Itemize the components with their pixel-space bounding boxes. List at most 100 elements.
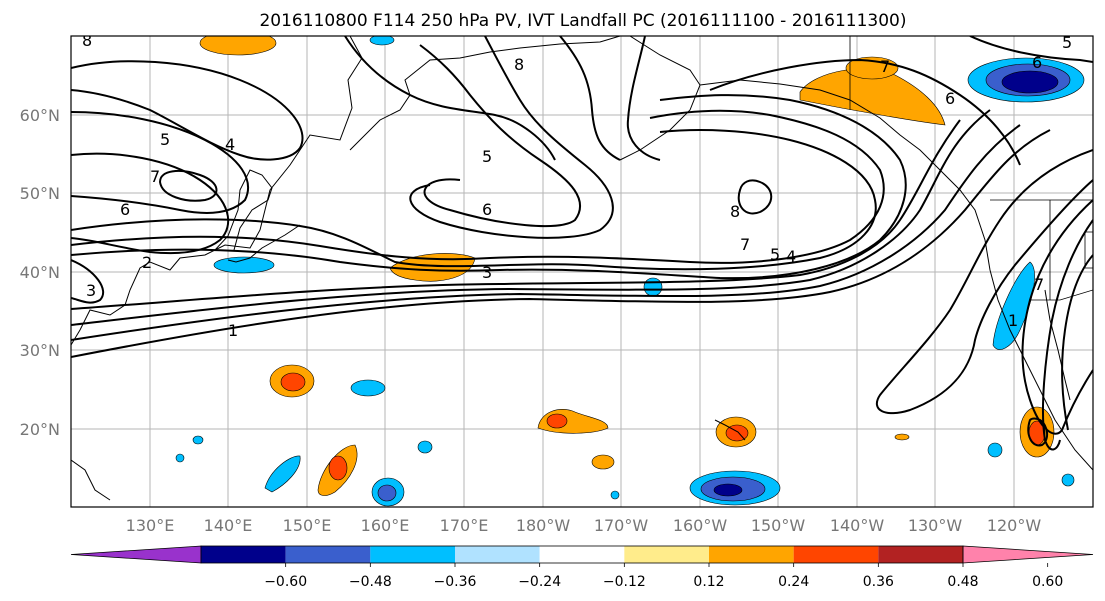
figure-title: 2016110800 F114 250 hPa PV, IVT Landfall… [259,11,906,31]
shade-negative [192,435,204,445]
colorbar-tick-label: 0.36 [863,574,894,590]
colorbar-bin [201,546,286,563]
asia-coastline [71,36,363,346]
lon-label: 140°W [830,516,885,535]
japan-sakhalin-coastline [214,169,273,251]
lat-label: 50°N [20,184,60,203]
shade-positive [546,413,568,429]
contour-label: 5 [1062,33,1072,52]
shade-negative [987,442,1003,458]
lat-label: 40°N [20,263,60,282]
colorbar-tick-label: −0.12 [603,574,646,590]
shade-positive [591,454,615,470]
contour-label: 8 [514,55,524,74]
contour-label: 2 [142,253,152,272]
contour-label: 5 [482,147,492,166]
shade-negative [377,484,397,502]
lon-label: 180°W [516,516,571,535]
shade-positive [389,253,476,282]
coastlines [71,36,1093,501]
latitude-labels: 60°N 50°N 40°N 30°N 20°N [20,106,60,439]
alaska-west-coastline [619,36,701,161]
lon-label: 160°W [673,516,728,535]
colorbar-tick-label: 0.60 [1032,574,1063,590]
colorbar-tick-label: −0.24 [518,574,561,590]
shade-positive [199,36,277,56]
pv-contour-line [1042,219,1093,451]
contour-label: 7 [880,57,890,76]
shade-negative [350,379,386,397]
shade-negative [175,453,185,463]
shade-negative [1001,70,1059,94]
pv-contour-line [626,36,661,161]
contour-label: 7 [1034,275,1044,294]
shade-positive [280,372,306,392]
political-borders [849,36,1093,301]
lat-label: 20°N [20,420,60,439]
shade-positive [799,68,946,126]
pv-contour-line [71,60,304,161]
colorbar-extend-high [962,545,1094,564]
lon-label: 170°E [440,516,489,535]
us-state-border [1084,231,1093,269]
lon-label: 150°W [751,516,806,535]
pv-contour-line [969,36,1093,63]
colorbar-extend-low [70,545,202,564]
lon-label: 140°E [204,516,253,535]
map-frame [70,35,1094,508]
lon-label: 130°E [126,516,175,535]
hawaii-coastline [714,419,746,441]
philippines-coastline [71,459,111,501]
colorbar: −0.60 −0.48 −0.36 −0.24 −0.12 0.12 0.24 0.36 0.4… [70,545,1094,590]
shade-negative [213,256,275,274]
pv-contour-line [71,119,961,310]
longitude-labels: 130°E 140°E 150°E 160°E 170°E 180°W 170°… [126,516,1042,535]
contour-label: 1 [228,321,238,340]
pv-contour-line [71,129,877,271]
pv-contour-line [71,124,1021,341]
colorbar-frame [200,545,964,564]
ivt-pc-shading [175,36,1085,507]
shade-negative [264,455,301,493]
colorbar-tick-label: 0.24 [778,574,809,590]
lat-label: 60°N [20,106,60,125]
lon-label: 150°E [283,516,332,535]
pv-contour-line [709,58,1021,166]
pv-contour-line [419,44,581,228]
pv-contour-line [71,94,907,280]
contour-label: 6 [945,89,955,108]
contour-label: 4 [225,135,235,154]
contour-label: 7 [150,167,160,186]
contour-label: 6 [1032,53,1042,72]
pv-contours [71,36,1093,451]
colorbar-tick-label: 0.48 [947,574,978,590]
contour-label: 1 [1008,311,1018,330]
lat-label: 30°N [20,341,60,360]
pv-contour-line [71,109,991,326]
pv-contour-line [71,152,230,255]
baja-coastline [1044,289,1071,401]
colorbar-bin [539,546,625,563]
contour-label: 8 [82,31,92,50]
pv-contour-line [875,149,1093,415]
shade-negative [369,36,395,46]
pv-contour-line [559,36,621,161]
shade-negative [610,490,620,500]
pv-contour-line [71,259,105,304]
us-mexico-border [1030,289,1093,301]
contour-labels: 8 5 4 7 6 5 6 6 7 1 8 8 5 6 7 5 4 3 3 1 [82,31,1072,340]
lon-label: 120°W [987,516,1042,535]
shade-positive [328,455,348,481]
colorbar-bin [370,546,455,563]
pv-contour-line [71,111,250,214]
shade-negative [713,483,743,497]
gridlines [71,36,1093,507]
pv-contour-line [344,36,556,161]
colorbar-bin [793,546,879,563]
shade-negative [417,440,433,454]
pv-contour-closed [1027,417,1048,447]
north-america-west-coastline [699,79,1093,471]
shade-negative [643,277,663,297]
map-panel: 8 5 4 7 6 5 6 6 7 1 8 8 5 6 7 5 4 3 3 1 [70,31,1094,508]
